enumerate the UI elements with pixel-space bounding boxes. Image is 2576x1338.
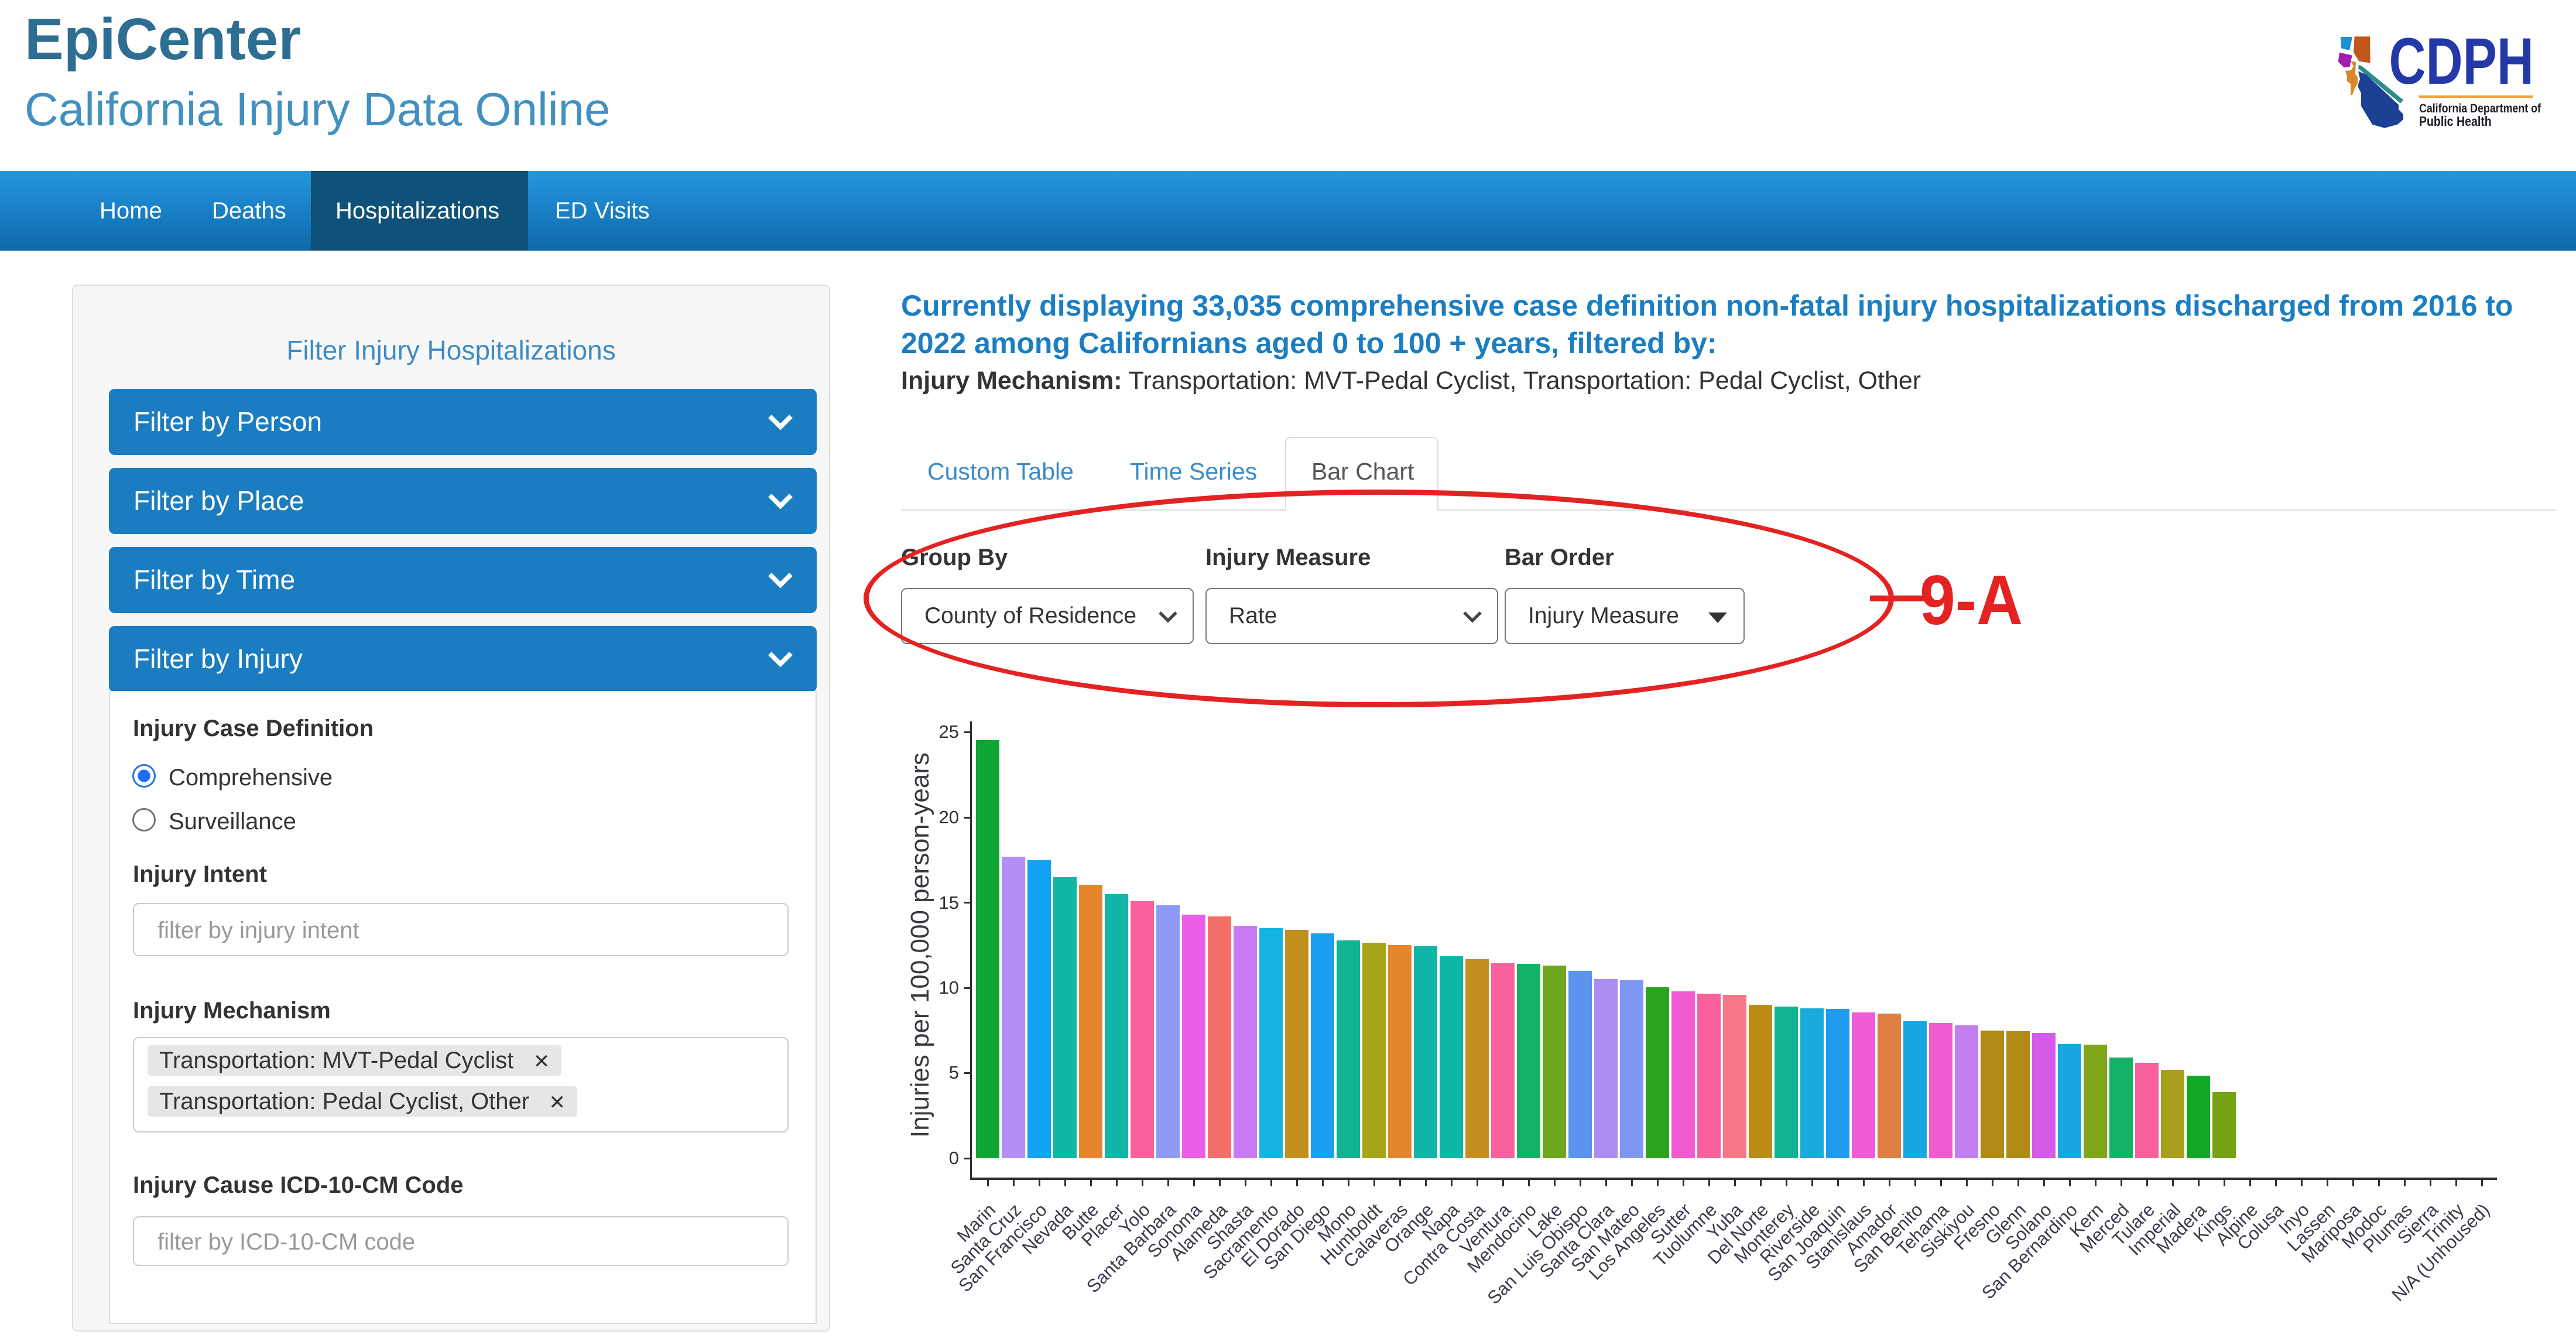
svg-text:Public Health: Public Health xyxy=(2419,114,2492,129)
svg-text:California Department of: California Department of xyxy=(2419,102,2541,116)
svg-text:CDPH: CDPH xyxy=(2389,32,2533,98)
